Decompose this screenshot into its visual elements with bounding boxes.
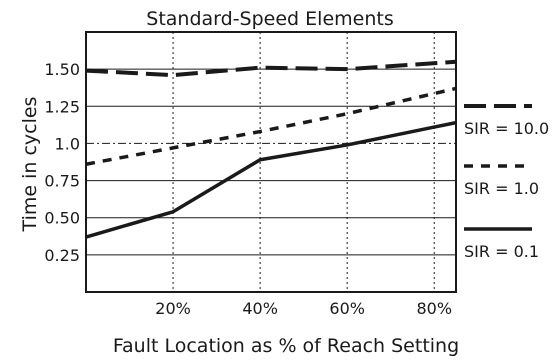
plot-frame <box>85 31 457 293</box>
y-axis-label: Time in cycles <box>19 97 41 233</box>
y-tick-label: 0.50 <box>44 209 80 228</box>
grid <box>86 32 456 292</box>
x-tick-label: 80% <box>416 299 452 318</box>
series-line <box>85 86 457 166</box>
legend-label: SIR = 0.1 <box>464 242 539 261</box>
y-tick-label: 1.0 <box>55 134 80 153</box>
legend: SIR = 10.0 SIR = 1.0 SIR = 0.1 <box>464 104 549 261</box>
y-tick-label: 0.75 <box>44 172 80 191</box>
x-axis-ticks: 20% 40% 60% 80% <box>155 299 452 318</box>
y-tick-label: 1.50 <box>44 60 80 79</box>
chart-title: Standard-Speed Elements <box>146 8 393 30</box>
legend-label: SIR = 1.0 <box>464 179 539 198</box>
legend-label: SIR = 10.0 <box>464 119 549 138</box>
series-line <box>85 59 457 78</box>
x-tick-label: 40% <box>242 299 278 318</box>
x-axis-label: Fault Location as % of Reach Setting <box>113 335 459 357</box>
y-axis-ticks: 0.25 0.50 0.75 1.0 1.25 1.50 <box>44 60 80 265</box>
x-tick-label: 20% <box>155 299 191 318</box>
series-line <box>85 120 457 239</box>
y-tick-label: 1.25 <box>44 97 80 116</box>
y-tick-label: 0.25 <box>44 246 80 265</box>
series-layer <box>85 59 457 239</box>
x-tick-label: 60% <box>329 299 365 318</box>
